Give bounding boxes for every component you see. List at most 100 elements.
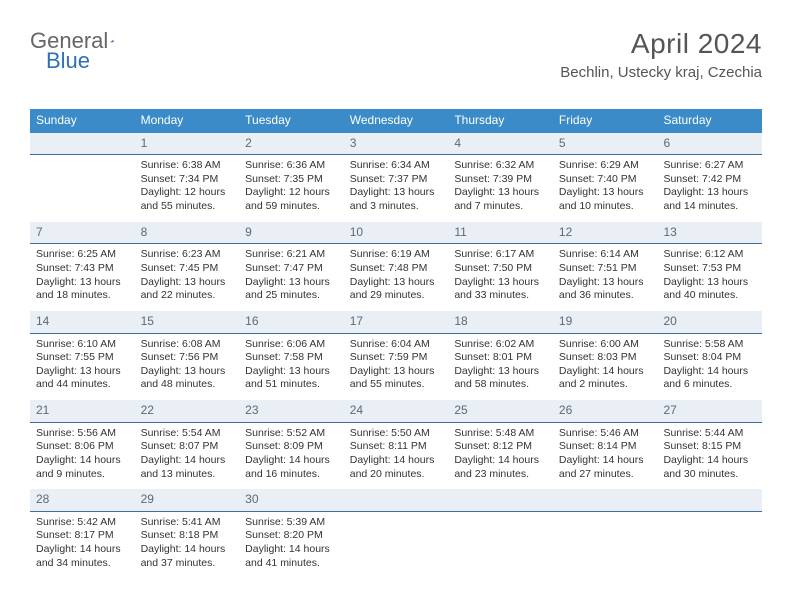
day-number: 23 bbox=[239, 400, 344, 422]
day-detail-line: Sunset: 7:39 PM bbox=[454, 173, 547, 187]
day-detail-line: Sunrise: 6:19 AM bbox=[350, 248, 443, 262]
weekday-header: Tuesday bbox=[239, 109, 344, 133]
day-detail-line: Daylight: 13 hours and 22 minutes. bbox=[141, 276, 234, 303]
day-detail-line: Sunrise: 6:06 AM bbox=[245, 338, 338, 352]
day-number: 22 bbox=[135, 400, 240, 422]
day-detail-line: Daylight: 14 hours and 23 minutes. bbox=[454, 454, 547, 481]
day-number: 14 bbox=[30, 311, 135, 333]
day-detail-line: Daylight: 14 hours and 27 minutes. bbox=[559, 454, 652, 481]
day-detail-line: Sunrise: 5:42 AM bbox=[36, 516, 129, 530]
day-detail-line: Sunset: 7:47 PM bbox=[245, 262, 338, 276]
day-detail-line: Sunrise: 6:32 AM bbox=[454, 159, 547, 173]
day-detail-line: Sunrise: 6:00 AM bbox=[559, 338, 652, 352]
day-detail-line: Daylight: 13 hours and 33 minutes. bbox=[454, 276, 547, 303]
day-detail-line: Sunset: 7:59 PM bbox=[350, 351, 443, 365]
day-detail-line: Sunset: 7:51 PM bbox=[559, 262, 652, 276]
day-number: 16 bbox=[239, 311, 344, 333]
day-detail-line: Daylight: 13 hours and 40 minutes. bbox=[663, 276, 756, 303]
day-detail-line: Sunrise: 5:56 AM bbox=[36, 427, 129, 441]
day-cell: Sunrise: 6:17 AMSunset: 7:50 PMDaylight:… bbox=[448, 244, 553, 311]
weekday-header: Friday bbox=[553, 109, 658, 133]
day-cell: Sunrise: 5:44 AMSunset: 8:15 PMDaylight:… bbox=[657, 423, 762, 490]
day-detail-line: Daylight: 14 hours and 37 minutes. bbox=[141, 543, 234, 570]
day-detail-line: Daylight: 12 hours and 59 minutes. bbox=[245, 186, 338, 213]
day-cell: Sunrise: 6:38 AMSunset: 7:34 PMDaylight:… bbox=[135, 155, 240, 222]
day-cell: Sunrise: 5:50 AMSunset: 8:11 PMDaylight:… bbox=[344, 423, 449, 490]
day-detail-line: Daylight: 13 hours and 58 minutes. bbox=[454, 365, 547, 392]
day-cell: Sunrise: 6:14 AMSunset: 7:51 PMDaylight:… bbox=[553, 244, 658, 311]
day-number: 26 bbox=[553, 400, 658, 422]
day-detail-line: Sunset: 8:04 PM bbox=[663, 351, 756, 365]
day-detail-line: Sunrise: 6:27 AM bbox=[663, 159, 756, 173]
daynum-row: 14151617181920 bbox=[30, 311, 762, 334]
data-row: Sunrise: 6:38 AMSunset: 7:34 PMDaylight:… bbox=[30, 155, 762, 222]
day-detail-line: Sunset: 8:15 PM bbox=[663, 440, 756, 454]
day-detail-line: Sunset: 7:34 PM bbox=[141, 173, 234, 187]
day-number: 12 bbox=[553, 222, 658, 244]
day-detail-line: Sunrise: 5:44 AM bbox=[663, 427, 756, 441]
day-detail-line: Sunset: 7:58 PM bbox=[245, 351, 338, 365]
day-detail-line: Sunrise: 6:10 AM bbox=[36, 338, 129, 352]
day-detail-line: Sunset: 8:09 PM bbox=[245, 440, 338, 454]
day-detail-line: Sunrise: 5:50 AM bbox=[350, 427, 443, 441]
day-number bbox=[344, 489, 449, 511]
day-number: 8 bbox=[135, 222, 240, 244]
day-detail-line: Daylight: 14 hours and 30 minutes. bbox=[663, 454, 756, 481]
day-detail-line: Daylight: 13 hours and 14 minutes. bbox=[663, 186, 756, 213]
day-cell: Sunrise: 6:02 AMSunset: 8:01 PMDaylight:… bbox=[448, 334, 553, 401]
day-detail-line: Daylight: 13 hours and 25 minutes. bbox=[245, 276, 338, 303]
day-detail-line: Sunrise: 6:23 AM bbox=[141, 248, 234, 262]
day-detail-line: Daylight: 13 hours and 10 minutes. bbox=[559, 186, 652, 213]
day-number: 3 bbox=[344, 133, 449, 155]
day-cell: Sunrise: 6:12 AMSunset: 7:53 PMDaylight:… bbox=[657, 244, 762, 311]
day-number: 21 bbox=[30, 400, 135, 422]
day-cell: Sunrise: 6:23 AMSunset: 7:45 PMDaylight:… bbox=[135, 244, 240, 311]
day-detail-line: Sunset: 7:50 PM bbox=[454, 262, 547, 276]
day-detail-line: Sunset: 8:18 PM bbox=[141, 529, 234, 543]
day-detail-line: Sunset: 8:17 PM bbox=[36, 529, 129, 543]
location-text: Bechlin, Ustecky kraj, Czechia bbox=[560, 64, 762, 81]
day-cell: Sunrise: 6:32 AMSunset: 7:39 PMDaylight:… bbox=[448, 155, 553, 222]
day-cell: Sunrise: 6:21 AMSunset: 7:47 PMDaylight:… bbox=[239, 244, 344, 311]
day-detail-line: Sunset: 7:37 PM bbox=[350, 173, 443, 187]
day-number: 15 bbox=[135, 311, 240, 333]
day-number: 25 bbox=[448, 400, 553, 422]
day-cell: Sunrise: 5:58 AMSunset: 8:04 PMDaylight:… bbox=[657, 334, 762, 401]
day-detail-line: Sunrise: 5:58 AM bbox=[663, 338, 756, 352]
day-cell: Sunrise: 5:39 AMSunset: 8:20 PMDaylight:… bbox=[239, 512, 344, 579]
day-number: 19 bbox=[553, 311, 658, 333]
day-detail-line: Daylight: 14 hours and 34 minutes. bbox=[36, 543, 129, 570]
day-detail-line: Sunrise: 5:52 AM bbox=[245, 427, 338, 441]
page-header: General April 2024 Bechlin, Ustecky kraj… bbox=[30, 28, 762, 81]
day-detail-line: Sunset: 7:53 PM bbox=[663, 262, 756, 276]
day-number: 5 bbox=[553, 133, 658, 155]
day-detail-line: Sunset: 8:07 PM bbox=[141, 440, 234, 454]
day-cell: Sunrise: 5:41 AMSunset: 8:18 PMDaylight:… bbox=[135, 512, 240, 579]
day-number bbox=[448, 489, 553, 511]
day-detail-line: Sunset: 8:06 PM bbox=[36, 440, 129, 454]
day-number: 9 bbox=[239, 222, 344, 244]
calendar-header-row: SundayMondayTuesdayWednesdayThursdayFrid… bbox=[30, 109, 762, 133]
day-detail-line: Daylight: 12 hours and 55 minutes. bbox=[141, 186, 234, 213]
day-detail-line: Daylight: 14 hours and 2 minutes. bbox=[559, 365, 652, 392]
day-cell: Sunrise: 6:29 AMSunset: 7:40 PMDaylight:… bbox=[553, 155, 658, 222]
day-detail-line: Sunset: 8:14 PM bbox=[559, 440, 652, 454]
day-detail-line: Sunset: 7:48 PM bbox=[350, 262, 443, 276]
day-number bbox=[657, 489, 762, 511]
day-detail-line: Sunrise: 5:48 AM bbox=[454, 427, 547, 441]
day-cell: Sunrise: 6:06 AMSunset: 7:58 PMDaylight:… bbox=[239, 334, 344, 401]
day-cell: Sunrise: 5:56 AMSunset: 8:06 PMDaylight:… bbox=[30, 423, 135, 490]
day-detail-line: Daylight: 14 hours and 9 minutes. bbox=[36, 454, 129, 481]
day-detail-line: Sunrise: 6:34 AM bbox=[350, 159, 443, 173]
weekday-header: Saturday bbox=[657, 109, 762, 133]
day-number: 17 bbox=[344, 311, 449, 333]
day-cell: Sunrise: 5:52 AMSunset: 8:09 PMDaylight:… bbox=[239, 423, 344, 490]
day-cell bbox=[448, 512, 553, 579]
day-cell: Sunrise: 6:25 AMSunset: 7:43 PMDaylight:… bbox=[30, 244, 135, 311]
day-cell bbox=[344, 512, 449, 579]
day-number: 7 bbox=[30, 222, 135, 244]
day-detail-line: Daylight: 14 hours and 13 minutes. bbox=[141, 454, 234, 481]
day-number bbox=[553, 489, 658, 511]
day-detail-line: Sunrise: 6:29 AM bbox=[559, 159, 652, 173]
day-detail-line: Sunrise: 5:39 AM bbox=[245, 516, 338, 530]
